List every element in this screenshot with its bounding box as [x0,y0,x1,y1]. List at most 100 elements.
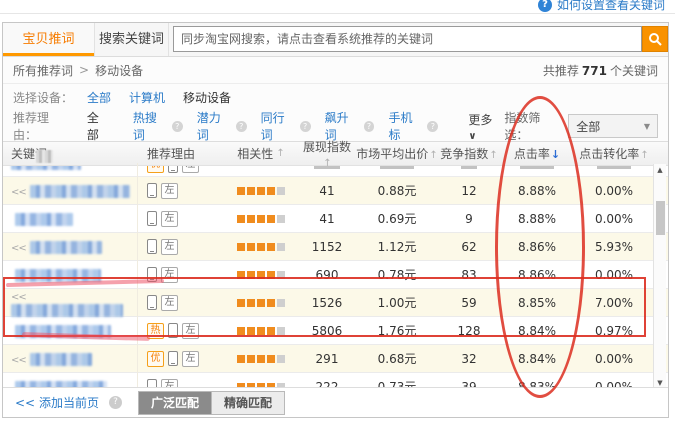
hot-help-icon[interactable]: ? [171,120,183,132]
redacted-patch [36,150,53,163]
mobile-tag-help-icon[interactable]: ? [427,120,439,132]
table-row-highlighted[interactable]: << 左 1526 1.00元 59 8.85% 7.00% [3,289,668,317]
competition-value: 12 [461,183,477,198]
mobile-device-icon [147,267,157,282]
mobile-device-icon [168,323,178,338]
impressions-value: 690 [315,267,339,282]
tab-strip: 宝贝推词 搜索关键词 [3,23,668,57]
left-match-badge: 左 [161,294,178,311]
mobile-device-icon [147,295,157,310]
column-header-cvr[interactable]: 点击转化率↑ [579,147,649,161]
table-row-highlighted[interactable]: 热 左 5806 1.76元 128 8.84% 0.97% [3,317,668,345]
impressions-value: 291 [315,351,339,366]
add-current-page-link[interactable]: << 添加当前页 [15,396,99,410]
column-header-avg-price[interactable]: 市场平均出价↑ [356,147,438,161]
exact-match-button[interactable]: 精确匹配 [210,391,284,414]
help-link[interactable]: ? 如何设置查看关键词 [537,0,665,13]
keyword-search-input[interactable] [173,26,642,52]
tab-search-keywords[interactable]: 搜索关键词 [95,23,169,56]
redacted-keyword [29,184,130,198]
cvr-value: 0.00% [594,183,634,198]
search-button[interactable] [642,26,668,52]
breadcrumb-parent[interactable]: 所有推荐词 [13,63,74,78]
breadcrumb-separator: > [79,63,90,77]
left-match-badge: 左 [182,322,199,339]
device-option-computer[interactable]: 计算机 [129,91,166,105]
tab-item-recommend[interactable]: 宝贝推词 [3,23,95,56]
add-help-icon[interactable]: ? [108,396,122,409]
rising-help-icon[interactable]: ? [363,120,375,132]
scroll-up-icon[interactable]: ▲ [657,166,663,174]
broad-match-button[interactable]: 广泛匹配 [138,391,211,414]
cvr-value: 5.93% [594,239,634,254]
column-header-impressions[interactable]: 展现指数↑ [302,140,351,169]
sort-asc-icon: ↑ [489,150,498,161]
avg-price-value: 1.00元 [377,296,417,310]
reason-filter-label: 推荐理由： [13,111,50,142]
device-option-all[interactable]: 全部 [87,91,112,105]
mobile-device-icon [147,239,157,254]
column-header-reason[interactable]: 推荐理由 [147,147,196,161]
reason-option-mobile-tag[interactable]: 手机标 [388,111,413,142]
cvr-value: 0.00% [594,267,634,282]
peer-help-icon[interactable]: ? [299,120,311,132]
scrollbar-thumb[interactable] [656,201,665,235]
column-header-keyword[interactable]: 关键词 [3,145,131,163]
left-match-badge: 左 [161,210,178,227]
relevance-bars [223,382,299,391]
table-row[interactable]: << 左 1152 1.12元 62 8.86% 5.93% [3,233,668,261]
partial-row[interactable]: 优 左 [3,166,668,177]
left-match-badge: 左 [182,166,199,173]
breadcrumb-current: 移动设备 [95,63,144,78]
competition-value: 9 [465,211,473,226]
reason-option-hot[interactable]: 热搜词 [132,111,157,142]
relevance-bars [223,186,299,195]
column-header-ctr[interactable]: 点击率↓ [513,147,561,161]
impressions-value: 1526 [311,295,343,310]
table-row[interactable]: << 左 41 0.88元 12 8.88% 0.00% [3,177,668,205]
redacted-keyword [15,268,101,282]
ctr-value: 8.88% [517,183,557,198]
index-filter-value: 全部 [576,119,601,134]
avg-price-value: 0.78元 [377,268,417,282]
mobile-device-icon [168,351,178,366]
relevance-bars [223,326,299,335]
keyword-count: 771 [581,63,607,78]
reason-filter-row: 推荐理由： 全部 热搜词? 潜力词? 同行词? 飙升词? 手机标? 更多 ∨ 指… [3,109,668,143]
table-row[interactable]: 左 690 0.78元 83 8.86% 0.00% [3,261,668,289]
ctr-value: 8.84% [517,323,557,338]
column-header-competition[interactable]: 竞争指数↑ [440,147,498,161]
column-header-relevance[interactable]: 相关性 ↑ [237,147,285,161]
reason-option-peer[interactable]: 同行词 [260,111,285,142]
match-type-group: 广泛匹配 精确匹配 [137,390,285,415]
left-match-badge: 左 [161,266,178,283]
avg-price-value: 0.88元 [377,184,417,198]
redacted-keyword [15,212,73,226]
index-filter-dropdown[interactable]: 全部 ▼ [568,114,658,138]
reason-option-all[interactable]: 全部 [86,111,99,142]
mobile-device-icon [168,166,178,173]
index-filter: 指数筛选： 全部 ▼ [504,109,658,143]
table-row[interactable]: 左 41 0.69元 9 8.88% 0.00% [3,205,668,233]
hot-badge: 热 [147,322,164,339]
table-body: << 左 41 0.88元 12 8.88% 0.00% 左 4 [3,177,668,401]
sort-asc-icon: ↑ [640,150,649,161]
magnifier-icon [649,33,662,46]
table-row[interactable]: << 优 左 291 0.68元 32 8.84% 0.00% [3,345,668,373]
device-filter-label: 选择设备： [13,91,74,105]
table-scrollbar[interactable]: ▲ ▼ [653,164,666,389]
competition-value: 83 [461,267,477,282]
potential-help-icon[interactable]: ? [235,120,247,132]
ctr-value: 8.86% [517,239,557,254]
sort-asc-icon: ↑ [276,148,285,159]
sort-asc-icon: ↑ [429,150,438,161]
redacted-keyword [15,324,111,338]
reason-option-rising[interactable]: 飙升词 [324,111,349,142]
redacted-keyword [29,352,92,366]
reason-option-potential[interactable]: 潜力词 [196,111,221,142]
scroll-down-icon[interactable]: ▼ [657,379,663,387]
more-filters-button[interactable]: 更多 ∨ [468,112,493,142]
device-option-mobile[interactable]: 移动设备 [183,91,232,105]
help-question-icon: ? [537,0,552,12]
